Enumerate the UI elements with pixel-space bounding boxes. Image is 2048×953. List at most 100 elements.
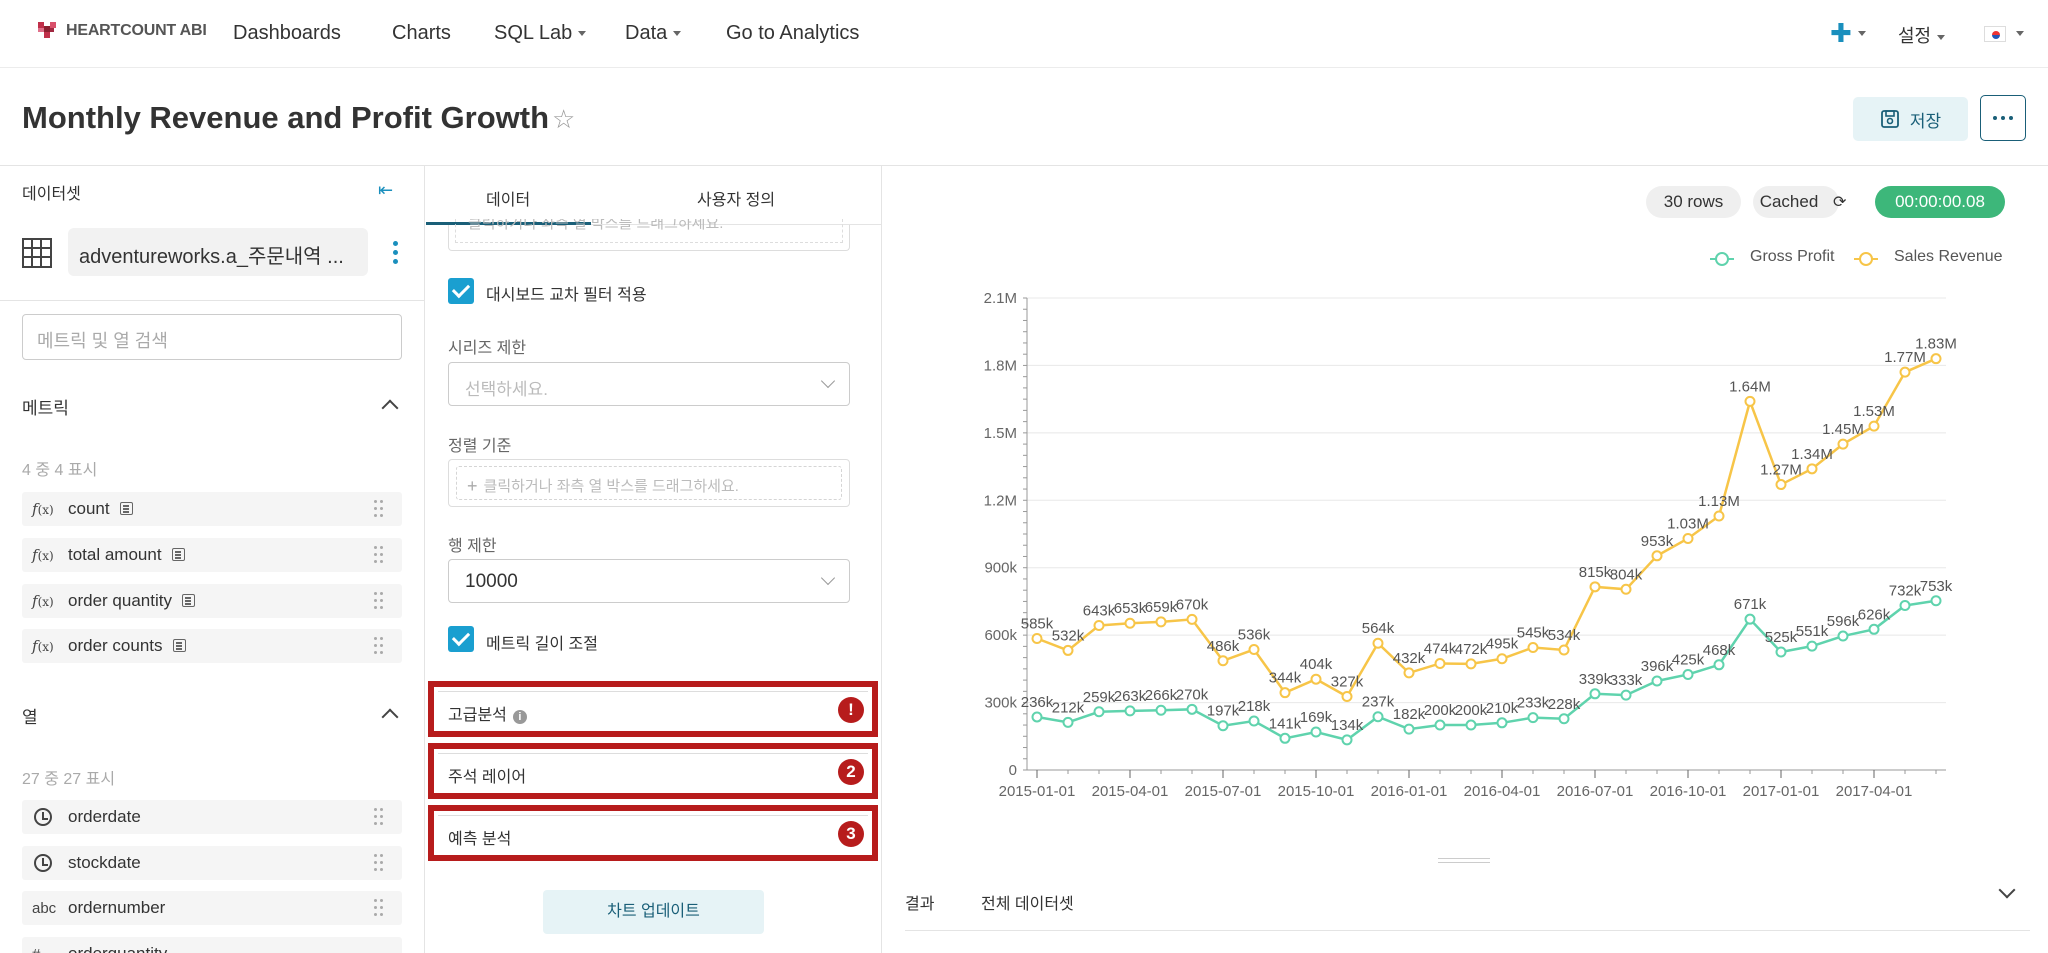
data-label: 218k xyxy=(1238,698,1271,715)
tab-results[interactable]: 결과 xyxy=(905,896,935,913)
more-options-button[interactable] xyxy=(1980,95,2026,141)
divider xyxy=(0,300,424,301)
data-point xyxy=(1930,595,1942,607)
truncate-metric-checkbox[interactable] xyxy=(448,626,474,652)
drag-handle-icon[interactable] xyxy=(374,854,384,872)
legend-sales-revenue[interactable]: Sales Revenue xyxy=(1894,248,2003,265)
dataset-name[interactable]: adventureworks.a_주문내역 ... xyxy=(68,228,368,276)
data-label: 1.03M xyxy=(1667,515,1709,532)
data-label: 551k xyxy=(1796,623,1829,640)
column-item[interactable]: stockdate xyxy=(22,846,402,880)
sort-by-drop-zone[interactable]: + 클릭하거나 좌측 열 박스를 드래그하세요. xyxy=(448,459,850,507)
page-title[interactable]: Monthly Revenue and Profit Growth xyxy=(22,100,550,135)
drop-zone[interactable]: 클릭하거나 좌측 열 박스를 드래그하세요. xyxy=(448,219,850,251)
drag-handle-icon[interactable] xyxy=(374,808,384,826)
data-label: 259k xyxy=(1083,689,1116,706)
advanced-analytics-section[interactable]: 고급분석 i ! xyxy=(426,681,881,737)
metrics-header[interactable]: 메트릭 xyxy=(22,399,69,418)
metric-label: order counts xyxy=(68,636,163,655)
chart-config-panel: 데이터 사용자 정의 클릭하거나 좌측 열 박스를 드래그하세요. 대시보드 교… xyxy=(426,166,882,953)
data-label: 1.83M xyxy=(1915,336,1957,353)
data-point xyxy=(1837,438,1849,450)
nav-go-to-analytics[interactable]: Go to Analytics xyxy=(726,22,860,44)
legend-gross-profit[interactable]: Gross Profit xyxy=(1750,248,1835,265)
x-tick-label: 2016-04-01 xyxy=(1464,783,1541,800)
star-icon[interactable]: ☆ xyxy=(552,104,576,134)
drag-handle-icon[interactable] xyxy=(374,592,384,610)
data-point xyxy=(1527,712,1539,724)
numeric-type-icon: # xyxy=(32,946,40,953)
resize-handle[interactable] xyxy=(1438,858,1490,863)
data-label: 270k xyxy=(1176,686,1209,703)
caret-down-icon[interactable] xyxy=(2016,31,2024,36)
chevron-up-icon[interactable] xyxy=(381,708,399,726)
refresh-icon[interactable]: ⟳ xyxy=(1833,194,1847,211)
data-point xyxy=(1558,644,1570,656)
series-limit-select[interactable]: 선택하세요. xyxy=(448,362,850,406)
app-logo[interactable]: HEARTCOUNT ABI xyxy=(36,18,207,44)
drag-handle-icon[interactable] xyxy=(374,637,384,655)
metric-item[interactable]: f(x) order quantity xyxy=(22,584,402,618)
chevron-up-icon[interactable] xyxy=(381,399,399,417)
x-tick-label: 2017-01-01 xyxy=(1743,783,1820,800)
data-point xyxy=(1465,719,1477,731)
save-button[interactable]: 저장 xyxy=(1853,97,1968,141)
data-point xyxy=(1155,616,1167,628)
column-item[interactable]: orderdate xyxy=(22,800,402,834)
collapse-panel-icon[interactable]: ⇤ xyxy=(378,180,394,200)
heart-logo-icon xyxy=(38,22,56,38)
cached-badge[interactable]: Cached xyxy=(1753,186,1839,218)
plus-icon[interactable]: ✚ xyxy=(1830,18,1852,48)
metric-column-search-input[interactable]: 메트릭 및 열 검색 xyxy=(22,314,402,360)
nav-charts[interactable]: Charts xyxy=(392,22,451,44)
data-label: 1.64M xyxy=(1729,378,1771,395)
data-point xyxy=(1651,550,1663,562)
data-point xyxy=(1434,657,1446,669)
data-label: 182k xyxy=(1393,706,1426,723)
forecast-section[interactable]: 예측 분석 3 xyxy=(426,805,881,861)
row-limit-select[interactable]: 10000 xyxy=(448,559,850,603)
data-point xyxy=(1496,653,1508,665)
cross-filter-checkbox[interactable] xyxy=(448,278,474,304)
sort-by-label: 정렬 기준 xyxy=(448,438,512,455)
drag-handle-icon[interactable] xyxy=(374,500,384,518)
data-label: 585k xyxy=(1021,616,1054,633)
column-item[interactable]: abc ordernumber xyxy=(22,891,402,925)
nav-dashboards[interactable]: Dashboards xyxy=(233,22,341,44)
y-tick-label: 1.2M xyxy=(984,492,1017,509)
divider xyxy=(905,930,2030,931)
x-tick-label: 2015-07-01 xyxy=(1185,783,1262,800)
korean-flag-icon[interactable] xyxy=(1984,26,2006,42)
settings-menu[interactable]: 설정 xyxy=(1898,22,1946,48)
nav-sql-lab[interactable]: SQL Lab xyxy=(494,22,587,45)
y-tick-label: 0 xyxy=(1009,762,1017,779)
metric-item[interactable]: f(x) count xyxy=(22,492,402,526)
data-label: 404k xyxy=(1300,656,1333,673)
drag-handle-icon[interactable] xyxy=(374,546,384,564)
y-tick-label: 2.1M xyxy=(984,290,1017,307)
data-label: 545k xyxy=(1517,625,1550,642)
metric-item[interactable]: f(x) total amount xyxy=(22,538,402,572)
y-tick-label: 900k xyxy=(984,560,1017,577)
columns-header[interactable]: 열 xyxy=(22,708,38,727)
data-point xyxy=(1775,479,1787,491)
data-point xyxy=(1682,668,1694,680)
series-limit-label: 시리즈 제한 xyxy=(448,340,527,357)
drag-handle-icon[interactable] xyxy=(374,899,384,917)
data-point xyxy=(1899,366,1911,378)
nav-data[interactable]: Data xyxy=(625,22,682,45)
tab-data[interactable]: 데이터 xyxy=(486,192,531,209)
top-navbar: HEARTCOUNT ABI Dashboards Charts SQL Lab… xyxy=(0,0,2048,68)
annotation-layers-section[interactable]: 주석 레이어 2 xyxy=(426,743,881,799)
chart-header: Monthly Revenue and Profit Growth ☆ 저장 xyxy=(0,68,2048,166)
dataset-menu-icon[interactable] xyxy=(393,241,399,268)
update-chart-button[interactable]: 차트 업데이트 xyxy=(543,890,764,934)
caret-down-icon[interactable] xyxy=(1858,31,1866,36)
annotation-badge-1: ! xyxy=(838,697,864,723)
tab-full-dataset[interactable]: 전체 데이터셋 xyxy=(981,896,1074,913)
x-tick-label: 2017-04-01 xyxy=(1836,783,1913,800)
metric-item[interactable]: f(x) order counts xyxy=(22,629,402,663)
tab-customize[interactable]: 사용자 정의 xyxy=(697,192,776,209)
chevron-down-icon[interactable] xyxy=(1998,881,2016,899)
